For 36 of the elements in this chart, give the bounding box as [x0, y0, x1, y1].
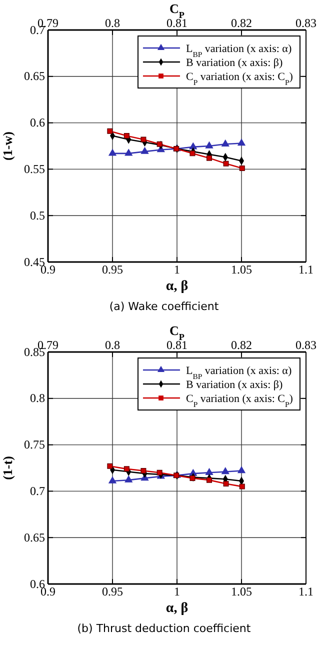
- y-tick-label: 0.65: [24, 69, 45, 84]
- x-tick-label: 1.05: [231, 262, 252, 277]
- x-tick-label: 1.05: [231, 584, 252, 599]
- legend-label: C$_{P}$ variation (x axis: C$_{P}$): [186, 71, 294, 86]
- x2-tick-label: 0.82: [231, 16, 252, 30]
- y-axis-title: (1-t): [0, 456, 15, 480]
- legend-label: L$_{BP}$ variation (x axis: α): [186, 43, 292, 58]
- x2-tick-label: 0.8: [105, 338, 120, 352]
- legend-label: C$_{P}$ variation (x axis: C$_{P}$): [186, 393, 294, 408]
- y-tick-label: 0.5: [30, 208, 45, 222]
- x-tick-label: 1.1: [298, 584, 314, 599]
- y-tick-label: 0.6: [30, 116, 45, 130]
- y-tick-label: 0.65: [24, 530, 45, 544]
- x-axis-title: α, β: [166, 601, 188, 616]
- x2-tick-label: 0.82: [231, 338, 252, 352]
- x2-tick-label: 0.8: [105, 16, 120, 30]
- y-tick-label: 0.8: [30, 391, 45, 406]
- x2-tick-label: 0.83: [296, 16, 316, 30]
- legend-label: B variation (x axis: β): [186, 379, 283, 391]
- legend-label: B variation (x axis: β): [186, 57, 283, 69]
- x-tick-label: 1.1: [298, 262, 314, 277]
- y-tick-label: 0.55: [24, 162, 45, 176]
- y-tick-label: 0.7: [30, 484, 45, 498]
- x2-tick-label: 0.83: [296, 338, 316, 352]
- x2-axis-title: C$_{P}$: [170, 323, 185, 342]
- y-tick-label: 0.75: [24, 438, 45, 452]
- legend-label: L$_{BP}$ variation (x axis: α): [186, 365, 292, 380]
- x-tick-label: 0.95: [102, 262, 123, 277]
- x-tick-label: 0.95: [102, 584, 123, 599]
- x-tick-label: 1: [174, 584, 180, 599]
- text: (b) Thrust deduction coefficient: [77, 622, 252, 635]
- y-axis-title: (1-w): [0, 132, 15, 160]
- x-axis-title: α, β: [166, 279, 188, 294]
- x2-axis-title: C$_{P}$: [170, 1, 185, 20]
- x-tick-label: 1: [174, 262, 180, 277]
- text: (a) Wake coefficient: [109, 300, 220, 313]
